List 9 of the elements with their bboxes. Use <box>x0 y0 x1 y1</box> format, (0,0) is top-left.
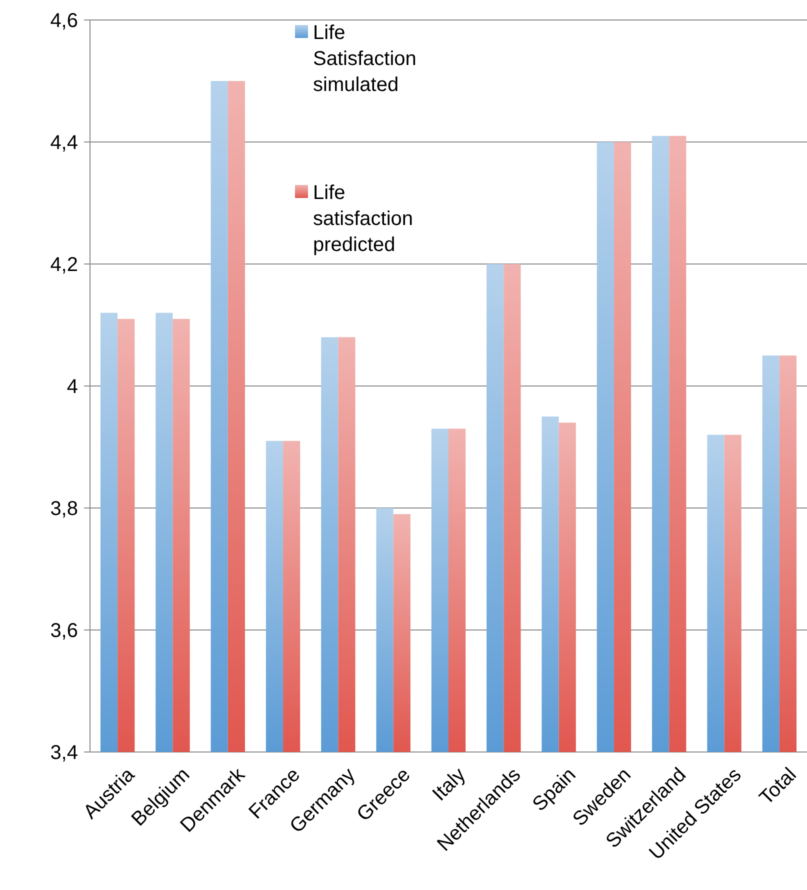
y-tick-label: 4 <box>66 376 78 398</box>
y-tick-label: 3,6 <box>50 620 78 642</box>
legend-label: Life satisfaction predicted <box>313 182 414 256</box>
y-tick-label: 4,4 <box>50 132 78 154</box>
legend-label: Life Satisfaction simulated <box>313 22 416 96</box>
y-tick-label: 4,6 <box>50 10 78 32</box>
y-tick-label: 4,2 <box>50 254 78 276</box>
y-tick-label: 3,4 <box>50 742 78 764</box>
y-tick-label: 3,8 <box>50 498 78 520</box>
